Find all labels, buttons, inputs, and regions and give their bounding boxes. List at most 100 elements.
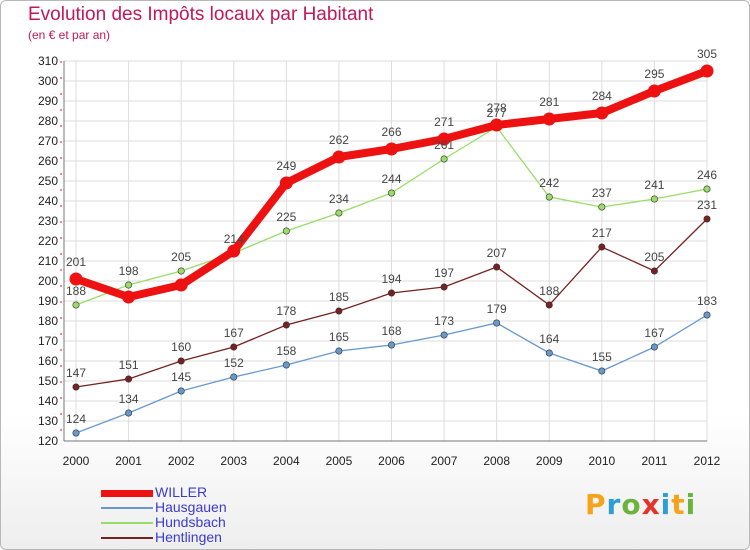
- chart-subtitle: (en € et par an): [28, 28, 111, 42]
- data-label-hentlingen: 205: [644, 250, 664, 264]
- data-label-hentlingen: 207: [487, 246, 507, 260]
- y-tick-label: 170: [38, 334, 58, 348]
- data-point-willer: [700, 64, 714, 78]
- y-tick-label: 270: [38, 134, 58, 148]
- data-label-hentlingen: 194: [381, 272, 401, 286]
- data-label-willer: 284: [592, 89, 612, 103]
- y-tick-label: 130: [38, 414, 58, 428]
- legend-swatch: [101, 522, 153, 524]
- data-label-willer: 271: [434, 115, 454, 129]
- data-label-hundsbach: 277: [487, 106, 507, 120]
- x-tick-label: 2001: [115, 454, 142, 468]
- y-tick-label: 180: [38, 314, 58, 328]
- data-point-willer: [332, 150, 346, 164]
- data-label-hundsbach: 188: [66, 284, 86, 298]
- data-point-hentlingen: [177, 357, 185, 365]
- data-label-hausgauen: 173: [434, 314, 454, 328]
- y-tick-label: 290: [38, 94, 58, 108]
- data-label-hausgauen: 183: [697, 294, 717, 308]
- data-label-hentlingen: 147: [66, 366, 86, 380]
- y-tick-label: 240: [38, 194, 58, 208]
- data-point-hausgauen: [125, 409, 133, 417]
- data-point-hentlingen: [650, 267, 658, 275]
- data-label-willer: 249: [276, 159, 296, 173]
- data-label-hausgauen: 165: [329, 330, 349, 344]
- legend-label: WILLER: [155, 484, 208, 500]
- data-point-hentlingen: [125, 375, 133, 383]
- y-tick-label: 200: [38, 274, 58, 288]
- logo-letter: t: [671, 488, 686, 521]
- y-tick-label: 280: [38, 114, 58, 128]
- data-point-hentlingen: [703, 215, 711, 223]
- data-label-hundsbach: 214: [224, 232, 244, 246]
- data-label-willer: 262: [329, 133, 349, 147]
- logo-letter: P: [585, 488, 607, 521]
- data-label-hausgauen: 179: [487, 302, 507, 316]
- data-point-hundsbach: [650, 195, 658, 203]
- data-label-willer: 305: [697, 47, 717, 61]
- data-label-hentlingen: 185: [329, 290, 349, 304]
- data-point-hundsbach: [72, 301, 80, 309]
- data-label-hentlingen: 151: [119, 358, 139, 372]
- data-label-hundsbach: 242: [539, 176, 559, 190]
- data-point-hundsbach: [177, 267, 185, 275]
- y-tick-label: 250: [38, 174, 58, 188]
- data-point-hausgauen: [650, 343, 658, 351]
- x-tick-label: 2012: [694, 454, 721, 468]
- x-tick-label: 2003: [220, 454, 247, 468]
- data-point-hausgauen: [598, 367, 606, 375]
- data-point-hausgauen: [72, 429, 80, 437]
- logo-letter: x: [641, 488, 661, 521]
- data-label-hentlingen: 178: [276, 304, 296, 318]
- data-point-hausgauen: [230, 373, 238, 381]
- x-tick-label: 2010: [588, 454, 615, 468]
- data-point-hundsbach: [282, 227, 290, 235]
- data-point-willer: [69, 272, 83, 286]
- data-point-hausgauen: [335, 347, 343, 355]
- data-label-hundsbach: 234: [329, 192, 349, 206]
- data-point-hentlingen: [230, 343, 238, 351]
- data-label-hausgauen: 134: [119, 392, 139, 406]
- x-tick-label: 2009: [536, 454, 563, 468]
- x-tick-label: 2002: [168, 454, 195, 468]
- data-label-hentlingen: 188: [539, 284, 559, 298]
- data-label-hentlingen: 167: [224, 326, 244, 340]
- x-tick-label: 2011: [642, 454, 668, 468]
- data-label-hentlingen: 197: [434, 266, 454, 280]
- data-point-hentlingen: [387, 289, 395, 297]
- data-label-willer: 281: [539, 95, 559, 109]
- data-point-hentlingen: [440, 283, 448, 291]
- x-tick-label: 2005: [326, 454, 353, 468]
- data-label-hausgauen: 152: [224, 356, 244, 370]
- data-point-hausgauen: [703, 311, 711, 319]
- data-label-hundsbach: 261: [434, 138, 454, 152]
- data-point-hundsbach: [125, 281, 133, 289]
- plot-area: [64, 61, 707, 441]
- y-tick-label: 120: [38, 434, 58, 448]
- x-tick-label: 2000: [63, 454, 90, 468]
- data-label-hausgauen: 164: [539, 332, 559, 346]
- data-point-hundsbach: [387, 189, 395, 197]
- legend-label: Hausgauen: [155, 499, 227, 515]
- data-point-willer: [437, 132, 451, 146]
- data-point-hentlingen: [598, 243, 606, 251]
- y-tick-label: 310: [38, 54, 58, 68]
- y-tick-label: 230: [38, 214, 58, 228]
- data-point-hausgauen: [387, 341, 395, 349]
- data-label-hundsbach: 198: [119, 264, 139, 278]
- legend-swatch: [101, 489, 153, 497]
- chart-title: Evolution des Impôts locaux par Habitant: [28, 4, 374, 25]
- data-point-hundsbach: [598, 203, 606, 211]
- y-tick-label: 150: [38, 374, 58, 388]
- data-point-hausgauen: [282, 361, 290, 369]
- legend-label: Hentlingen: [155, 529, 222, 545]
- data-point-willer: [595, 106, 609, 120]
- data-label-hausgauen: 168: [381, 324, 401, 338]
- data-point-willer: [647, 84, 661, 98]
- data-label-willer: 295: [644, 67, 664, 81]
- logo-letter: o: [621, 488, 642, 521]
- data-point-hundsbach: [440, 155, 448, 163]
- data-point-willer: [174, 278, 188, 292]
